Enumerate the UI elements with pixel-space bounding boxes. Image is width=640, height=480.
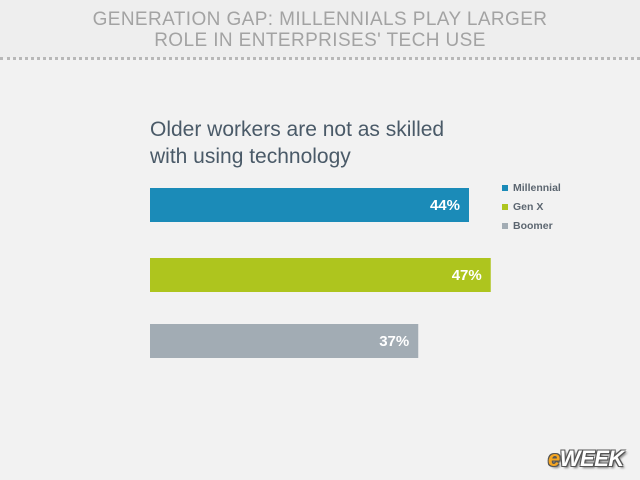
slide-header: GENERATION GAP: MILLENNIALS PLAY LARGER … — [0, 0, 640, 58]
legend-label-millennial: Millennial — [513, 181, 561, 194]
legend-swatch-boomer — [502, 222, 508, 229]
slide-title: GENERATION GAP: MILLENNIALS PLAY LARGER … — [40, 9, 600, 51]
bar-label-millennial: 44% — [430, 197, 460, 214]
chart-title-line-1: Older workers are not as skilled — [150, 118, 445, 141]
logo-e: e — [548, 446, 560, 471]
legend-label-gen-x: Gen X — [513, 200, 544, 213]
chart-legend: Millennial Gen X Boomer — [502, 178, 602, 235]
eweek-logo: eWEEK — [548, 446, 624, 472]
legend-item-millennial: Millennial — [502, 178, 602, 197]
bar-gen-x — [150, 258, 491, 292]
legend-item-boomer: Boomer — [502, 216, 602, 235]
slide-title-line-1: GENERATION GAP: MILLENNIALS PLAY LARGER — [92, 9, 548, 30]
bar-label-gen-x: 47% — [452, 267, 482, 284]
bar-boomer — [150, 324, 419, 358]
bar-label-boomer: 37% — [379, 333, 409, 350]
bar-millennial — [150, 188, 469, 222]
legend-swatch-gen-x — [502, 203, 508, 210]
legend-item-gen-x: Gen X — [502, 197, 602, 216]
chart-title-line-2: with using technology — [150, 145, 351, 168]
dotted-divider — [0, 57, 640, 60]
logo-week: WEEK — [559, 446, 625, 471]
chart-title: Older workers are not as skilled with us… — [150, 116, 480, 170]
legend-label-boomer: Boomer — [513, 219, 553, 232]
legend-swatch-millennial — [502, 184, 508, 191]
slide-title-line-2: ROLE IN ENTERPRISES' TECH USE — [154, 30, 486, 51]
